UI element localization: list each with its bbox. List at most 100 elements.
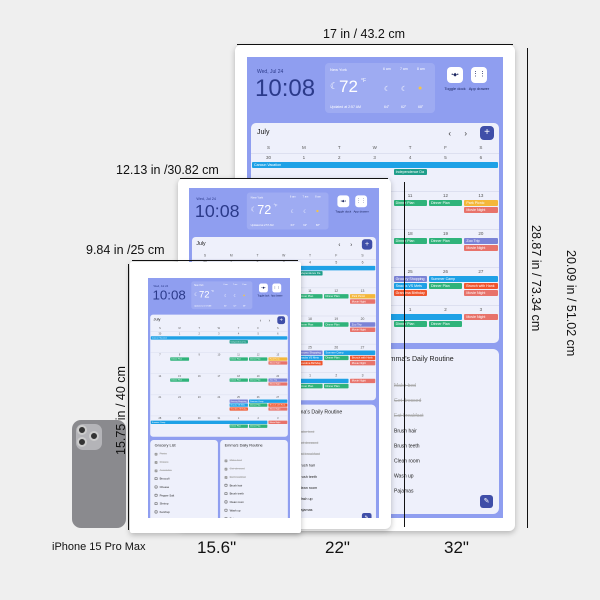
- calendar-event[interactable]: Grandma Birthday: [229, 407, 248, 411]
- checkbox[interactable]: [154, 502, 158, 505]
- calendar-event[interactable]: Dinner Plan: [429, 283, 463, 289]
- calendar-event[interactable]: Movie Night: [464, 290, 498, 296]
- calendar-event[interactable]: Cancun Vacation: [150, 336, 288, 340]
- chevron-right-icon[interactable]: ›: [268, 317, 271, 323]
- calendar-event[interactable]: Dinner Plan: [229, 424, 248, 428]
- calendar-event[interactable]: Dinner Plan: [393, 200, 427, 206]
- calendar-event[interactable]: Zoo Trip: [464, 238, 498, 244]
- calendar-event[interactable]: Grocery Shopping: [393, 276, 427, 282]
- checkbox[interactable]: [224, 500, 228, 504]
- calendar-event[interactable]: Movie Night: [350, 360, 376, 366]
- calendar-event[interactable]: Dinner Plan: [324, 383, 349, 389]
- list-item[interactable]: Cheese: [154, 485, 169, 489]
- list-item[interactable]: ✓Onions: [154, 460, 168, 464]
- calendar-event[interactable]: Brunch with Hank: [350, 355, 376, 361]
- chevron-left-icon[interactable]: ‹: [338, 241, 341, 249]
- list-item[interactable]: ✓Get dressed: [224, 467, 245, 471]
- calendar-event[interactable]: Grandma Birthday: [297, 360, 323, 366]
- calendar-event[interactable]: Grocery Shopping: [229, 399, 248, 403]
- dock-icon[interactable]: •◆•: [259, 283, 268, 293]
- checkbox[interactable]: [154, 510, 158, 514]
- calendar-event[interactable]: Snacks VS Mets: [297, 355, 323, 361]
- calendar-event[interactable]: Park Picnic: [268, 357, 288, 361]
- grid-icon[interactable]: ⋮⋮: [355, 195, 368, 208]
- weather-widget[interactable]: New York ☾ 72 °F 6 am ☾ 64° 7 am ☾ 62° 8 am ● 68° Upd…: [191, 281, 253, 310]
- calendar-event[interactable]: Independence Da: [297, 271, 323, 276]
- checkbox[interactable]: [154, 477, 158, 481]
- calendar-event[interactable]: Dinner Plan: [429, 200, 463, 206]
- chevron-right-icon[interactable]: ›: [350, 241, 353, 249]
- calendar-event[interactable]: Dinner Plan: [324, 355, 349, 361]
- checkbox[interactable]: ✓: [224, 467, 228, 471]
- list-item[interactable]: ✓Avocados: [154, 469, 172, 472]
- calendar-event[interactable]: Park Picnic: [464, 200, 498, 206]
- dock-icon[interactable]: •◆•: [447, 67, 463, 83]
- calendar-event[interactable]: Grocery Shopping: [297, 350, 323, 355]
- calendar-event[interactable]: Dinner Plan: [249, 357, 268, 361]
- list-item[interactable]: Brush teeth: [224, 492, 244, 496]
- calendar-event[interactable]: Dinner Plan: [170, 378, 189, 382]
- grid-icon[interactable]: ⋮⋮: [471, 67, 487, 83]
- calendar-event[interactable]: Movie Night: [464, 207, 498, 213]
- checkbox[interactable]: [224, 508, 228, 512]
- calendar-event[interactable]: Movie Night: [350, 327, 376, 332]
- edit-icon[interactable]: ✎: [480, 495, 493, 508]
- calendar-event[interactable]: Dinner Plan: [229, 378, 248, 382]
- calendar-event[interactable]: Movie Night: [268, 382, 288, 386]
- calendar-event[interactable]: Dinner Plan: [249, 424, 268, 428]
- calendar-event[interactable]: Cancun Vacation: [252, 162, 498, 168]
- list-item[interactable]: Clean room: [224, 500, 244, 504]
- checkbox[interactable]: [154, 493, 158, 497]
- list-item[interactable]: Pajamas: [224, 517, 240, 518]
- calendar-event[interactable]: Dinner Plan: [170, 357, 189, 361]
- calendar-event[interactable]: Dinner Plan: [297, 383, 323, 389]
- checkbox[interactable]: ✓: [224, 459, 228, 462]
- calendar-event[interactable]: Dinner Plan: [249, 378, 268, 382]
- calendar-event[interactable]: Independence Da: [393, 169, 427, 175]
- checkbox[interactable]: [224, 517, 228, 518]
- edit-icon[interactable]: ✎: [361, 512, 372, 518]
- calendar-event[interactable]: Dinner Plan: [324, 294, 349, 299]
- calendar-event[interactable]: Brunch with Hank: [464, 283, 498, 289]
- calendar-event[interactable]: Dinner Plan: [393, 238, 427, 244]
- chevron-left-icon[interactable]: ‹: [259, 317, 262, 323]
- list-item[interactable]: Broccoli: [154, 477, 170, 481]
- checkbox[interactable]: ✓: [154, 460, 158, 464]
- calendar-event[interactable]: Movie Night: [268, 361, 288, 365]
- calendar-event[interactable]: Snacks VS Mets: [393, 283, 427, 289]
- list-item[interactable]: Pepper Salt: [154, 493, 174, 498]
- grid-icon[interactable]: ⋮⋮: [272, 283, 282, 293]
- calendar-event[interactable]: Park Picnic: [350, 294, 376, 299]
- checkbox[interactable]: ✓: [154, 469, 158, 472]
- calendar-event[interactable]: Movie Night: [350, 378, 376, 384]
- list-item[interactable]: ✓Make bed: [224, 459, 242, 462]
- checkbox[interactable]: [224, 483, 228, 487]
- chevron-right-icon[interactable]: ›: [464, 129, 467, 138]
- calendar-event[interactable]: Summer Camp: [429, 276, 498, 282]
- calendar-event[interactable]: Dinner Plan: [429, 321, 463, 327]
- list-item[interactable]: Brush hair: [224, 483, 242, 488]
- calendar-event[interactable]: Dinner Plan: [297, 294, 323, 299]
- calendar-event[interactable]: Dinner Plan: [324, 322, 349, 327]
- weather-widget[interactable]: New York ☾ 72 °F 6 am ☾ 64° 7 am ☾ 62° 8 am ● 68° Upd…: [246, 192, 329, 230]
- calendar-event[interactable]: Movie Night: [268, 420, 288, 424]
- weather-widget[interactable]: New York ☾ 72 °F 6 am ☾ 64° 7 am ☾ 62° 8 am ● 68° Upd…: [325, 63, 435, 113]
- checkbox[interactable]: [154, 485, 158, 489]
- calendar-event[interactable]: Summer Camp: [249, 399, 288, 403]
- list-item[interactable]: Shrimp: [154, 502, 168, 506]
- list-item[interactable]: ✓Pasta: [154, 452, 167, 456]
- calendar-event[interactable]: Dinner Plan: [429, 238, 463, 244]
- checkbox[interactable]: ✓: [154, 452, 158, 456]
- calendar-event[interactable]: Dinner Plan: [297, 322, 323, 327]
- list-item[interactable]: Ketchup: [154, 510, 170, 514]
- calendar-event[interactable]: Independence Da: [229, 340, 248, 344]
- checkbox[interactable]: ✓: [224, 475, 228, 479]
- calendar-event[interactable]: Summer Camp: [324, 350, 376, 355]
- calendar-event[interactable]: Dinner Plan: [249, 403, 268, 407]
- chevron-left-icon[interactable]: ‹: [448, 129, 451, 138]
- calendar-event[interactable]: Dinner Plan: [393, 321, 427, 327]
- add-event-button[interactable]: +: [480, 126, 494, 140]
- calendar-event[interactable]: Movie Night: [268, 407, 288, 411]
- calendar-event[interactable]: Movie Night: [350, 299, 376, 304]
- add-event-button[interactable]: +: [277, 316, 286, 325]
